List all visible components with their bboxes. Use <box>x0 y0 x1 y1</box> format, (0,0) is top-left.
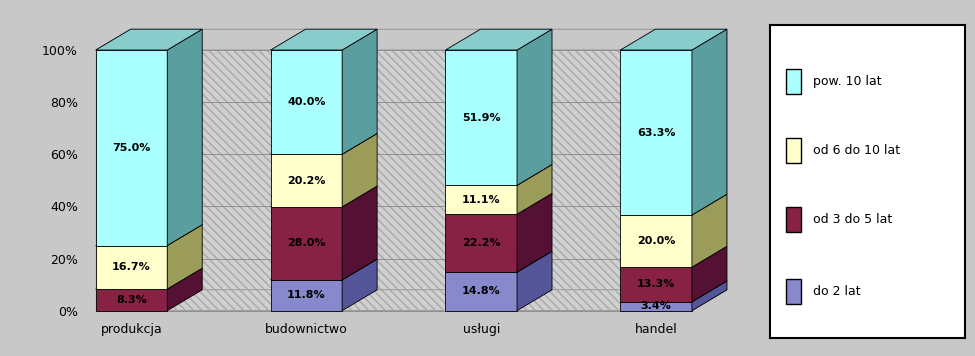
Polygon shape <box>446 185 517 214</box>
Text: od 6 do 10 lat: od 6 do 10 lat <box>813 144 900 157</box>
Polygon shape <box>692 29 727 215</box>
Text: 13.3%: 13.3% <box>637 279 676 289</box>
Polygon shape <box>96 29 727 50</box>
Polygon shape <box>446 164 552 185</box>
Polygon shape <box>620 267 692 302</box>
Polygon shape <box>96 290 727 311</box>
Text: 51.9%: 51.9% <box>462 112 500 123</box>
Polygon shape <box>96 225 202 246</box>
Polygon shape <box>446 29 552 50</box>
Polygon shape <box>620 194 727 215</box>
Text: 20.2%: 20.2% <box>287 176 326 185</box>
FancyBboxPatch shape <box>786 206 801 232</box>
Polygon shape <box>620 29 727 50</box>
Polygon shape <box>271 134 377 154</box>
Text: 11.1%: 11.1% <box>462 195 500 205</box>
Polygon shape <box>620 50 692 215</box>
Polygon shape <box>271 259 377 280</box>
Polygon shape <box>446 251 552 272</box>
Polygon shape <box>692 194 727 267</box>
Polygon shape <box>271 280 342 311</box>
Polygon shape <box>620 215 692 267</box>
Polygon shape <box>517 251 552 311</box>
Text: 22.2%: 22.2% <box>462 238 500 248</box>
FancyBboxPatch shape <box>786 138 801 163</box>
Polygon shape <box>342 29 377 154</box>
Polygon shape <box>168 268 202 311</box>
Polygon shape <box>168 225 202 289</box>
Polygon shape <box>271 207 342 280</box>
Text: 11.8%: 11.8% <box>287 290 326 300</box>
Polygon shape <box>271 29 377 50</box>
Text: 63.3%: 63.3% <box>637 127 676 137</box>
Text: od 3 do 5 lat: od 3 do 5 lat <box>813 213 892 226</box>
Polygon shape <box>96 50 168 246</box>
FancyBboxPatch shape <box>786 69 801 94</box>
Text: pow. 10 lat: pow. 10 lat <box>813 75 881 88</box>
Polygon shape <box>168 29 202 246</box>
Polygon shape <box>446 214 517 272</box>
Polygon shape <box>620 302 692 311</box>
Polygon shape <box>692 281 727 311</box>
Text: 28.0%: 28.0% <box>287 239 326 248</box>
Text: 75.0%: 75.0% <box>112 143 151 153</box>
Text: 3.4%: 3.4% <box>641 301 672 311</box>
Polygon shape <box>446 193 552 214</box>
Polygon shape <box>692 246 727 302</box>
Polygon shape <box>96 289 168 311</box>
Polygon shape <box>342 186 377 280</box>
Text: 40.0%: 40.0% <box>287 97 326 107</box>
Polygon shape <box>96 29 202 50</box>
Text: 16.7%: 16.7% <box>112 262 151 272</box>
Polygon shape <box>692 29 727 311</box>
Text: do 2 lat: do 2 lat <box>813 285 861 298</box>
Polygon shape <box>446 272 517 311</box>
Polygon shape <box>446 50 517 185</box>
Polygon shape <box>96 268 202 289</box>
Polygon shape <box>517 193 552 272</box>
Text: 20.0%: 20.0% <box>637 236 676 246</box>
Polygon shape <box>620 246 727 267</box>
Polygon shape <box>271 154 342 207</box>
Text: 8.3%: 8.3% <box>116 295 147 305</box>
Polygon shape <box>271 186 377 207</box>
Text: 14.8%: 14.8% <box>462 286 500 297</box>
Polygon shape <box>271 50 342 154</box>
Polygon shape <box>517 29 552 185</box>
Polygon shape <box>620 281 727 302</box>
Polygon shape <box>342 134 377 207</box>
Polygon shape <box>96 50 692 311</box>
Polygon shape <box>342 259 377 311</box>
FancyBboxPatch shape <box>786 279 801 304</box>
Polygon shape <box>96 246 168 289</box>
Polygon shape <box>517 164 552 214</box>
